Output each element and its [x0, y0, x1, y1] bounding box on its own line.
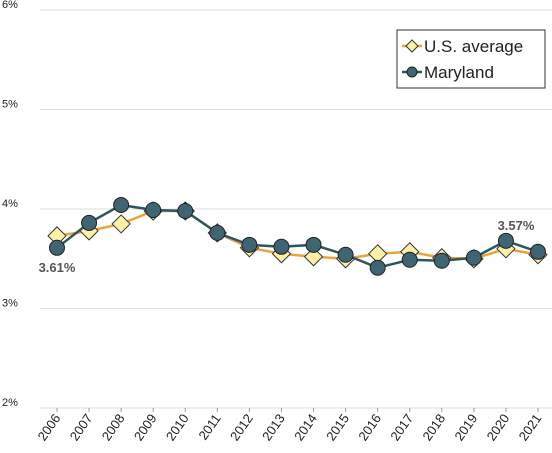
marker	[145, 201, 162, 218]
marker	[303, 247, 324, 267]
marker	[337, 246, 354, 263]
x-tick-label: 2006	[35, 411, 64, 443]
data-label: 3.57%	[498, 218, 535, 233]
x-tick-label: 2016	[355, 411, 384, 443]
x-tick-label: 2019	[451, 411, 480, 443]
marker	[241, 236, 258, 253]
marker	[113, 197, 130, 214]
x-tick-label: 2010	[163, 411, 192, 443]
legend-label: U.S. average	[424, 37, 523, 56]
x-tick-label: 2009	[131, 411, 160, 443]
y-tick-label: 5%	[2, 99, 18, 111]
x-tick-label: 2007	[67, 411, 96, 443]
legend-label: Maryland	[424, 63, 494, 82]
marker	[465, 249, 482, 266]
marker	[81, 214, 98, 231]
x-tick-label: 2013	[259, 411, 288, 443]
marker	[209, 224, 226, 241]
x-tick-label: 2012	[227, 411, 256, 443]
marker	[401, 251, 418, 268]
data-label: 3.61%	[39, 260, 76, 275]
y-tick-label: 3%	[2, 298, 18, 310]
marker	[530, 243, 546, 260]
marker	[177, 202, 194, 219]
marker	[273, 238, 290, 255]
marker	[111, 214, 131, 234]
legend-box	[396, 29, 546, 89]
x-tick-label: 2014	[291, 411, 320, 443]
x-tick-label: 2015	[323, 411, 352, 443]
x-tick-label: 2017	[387, 411, 416, 443]
x-tick-label: 2018	[419, 411, 448, 443]
x-tick-label: 2008	[99, 411, 128, 443]
marker	[49, 239, 65, 256]
legend-marker	[406, 66, 418, 78]
marker	[305, 236, 322, 253]
legend: U.S. average Maryland	[396, 29, 546, 89]
series-line	[56, 203, 539, 270]
marker	[433, 252, 450, 269]
x-tick-label: 2021	[516, 411, 545, 443]
series-line	[56, 209, 539, 261]
marker	[497, 232, 514, 249]
x-tick-label: 2020	[484, 411, 513, 443]
y-tick-label: 6%	[2, 0, 18, 11]
legend-marker	[405, 39, 419, 53]
marker	[369, 259, 386, 276]
x-tick-label: 2011	[195, 411, 223, 443]
y-tick-label: 2%	[2, 397, 18, 409]
y-tick-label: 4%	[2, 198, 18, 210]
